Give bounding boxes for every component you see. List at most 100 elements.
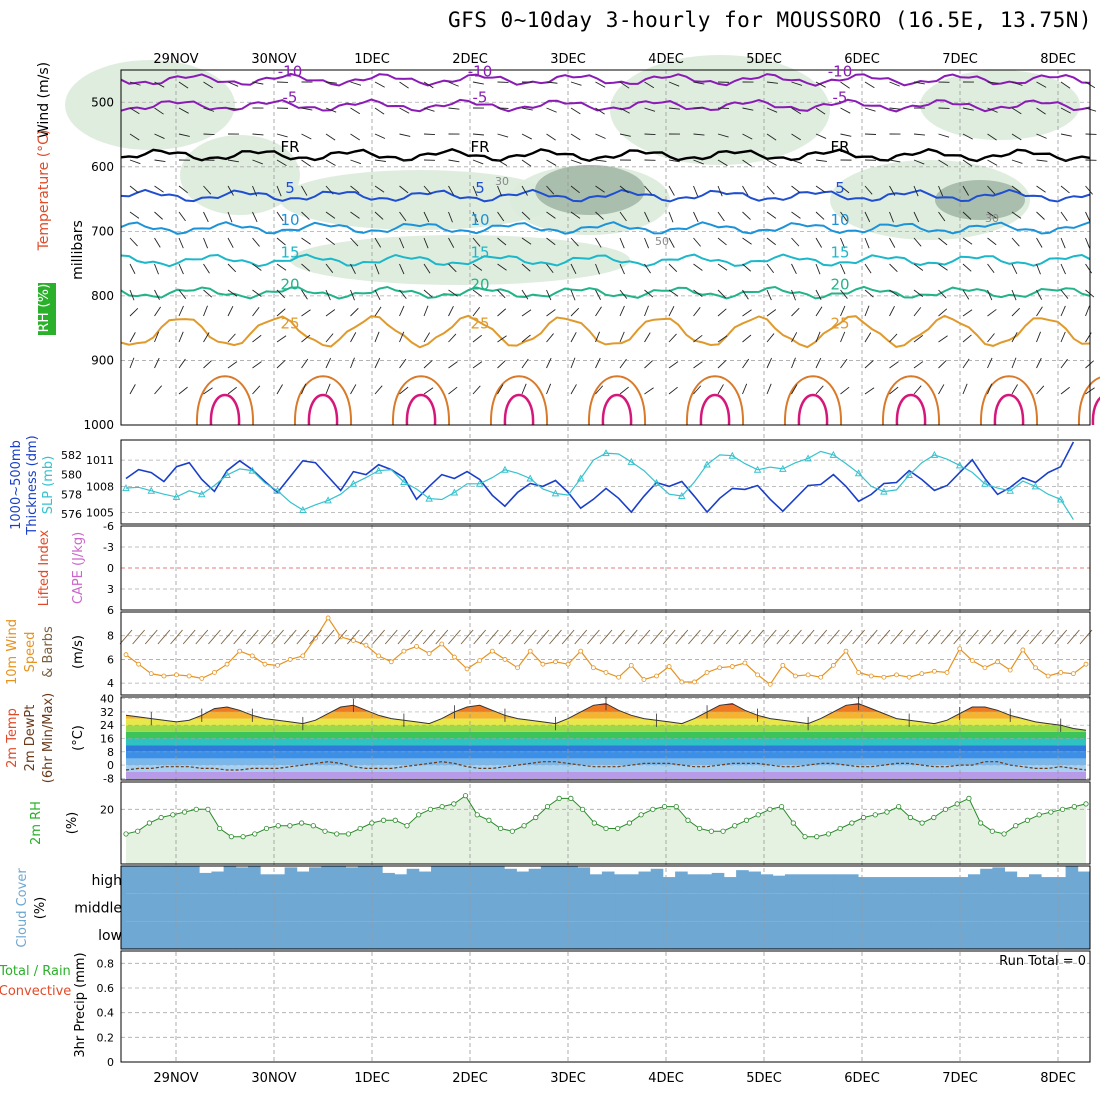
cloud-bar-low — [540, 921, 554, 949]
cloud-bar-low — [126, 921, 139, 949]
cloud-bar-low — [967, 921, 981, 949]
date-label-bottom: 2DEC — [452, 1071, 488, 1086]
upper-wind-barb — [497, 159, 508, 167]
upper-wind-barb — [350, 159, 362, 165]
upper-wind-barb — [815, 331, 821, 343]
surface-wind-barb — [650, 629, 663, 645]
wind-speed-point — [692, 679, 697, 685]
upper-wind-barb — [276, 384, 283, 395]
cloud-bar-high — [296, 871, 310, 894]
rh-point — [1036, 812, 1042, 818]
upper-wind-barb — [472, 237, 481, 247]
date-label-bottom: 29NOV — [153, 1071, 198, 1086]
upper-wind-barb — [301, 309, 311, 317]
upper-wind-barb — [521, 133, 532, 140]
cloud-bar-middle — [1016, 893, 1030, 922]
wind-speed-point — [805, 672, 811, 678]
upper-wind-barb — [399, 263, 405, 275]
isotherm-label: -10 — [468, 63, 493, 81]
upper-wind-barb — [448, 289, 458, 297]
cloud-bar-high — [455, 866, 469, 894]
upper-wind-barb — [325, 333, 334, 343]
wind-speed-point — [224, 661, 230, 667]
upper-wind-barb — [570, 263, 577, 275]
upper-wind-barb — [423, 185, 432, 195]
cloud-bar-middle — [333, 893, 347, 922]
cloud-bar-high — [1065, 866, 1079, 894]
cloud-bar-middle — [650, 893, 664, 922]
warm-cell-contour — [979, 375, 1039, 426]
upper-wind-barb — [276, 237, 286, 246]
panel-frame-temp — [120, 696, 1091, 781]
wind-speed-point — [932, 668, 937, 674]
rh-point — [978, 820, 984, 826]
upper-wind-barb — [987, 185, 996, 195]
cloud-bar-high — [162, 866, 176, 894]
rh-axis-label: (%) — [65, 812, 80, 835]
temp-tick-label: 8 — [107, 746, 114, 759]
rh-point — [849, 820, 855, 826]
upper-wind-barb — [619, 237, 625, 249]
cloud-bar-middle — [431, 893, 444, 922]
upper-wind-barb — [252, 385, 261, 395]
upper-wind-barb — [668, 81, 680, 87]
thickness-axis-label: SLP (mb) — [41, 456, 56, 515]
cape-tick-label: 3 — [107, 583, 114, 596]
upper-wind-barb — [619, 331, 625, 343]
upper-wind-barb — [595, 331, 601, 343]
isotherm-label: 15 — [470, 243, 489, 261]
upper-wind-barb — [350, 133, 361, 141]
rh-point — [1071, 803, 1077, 810]
upper-wind-barb — [987, 133, 997, 141]
upper-wind-barb — [742, 107, 754, 111]
slp-point — [450, 488, 459, 496]
cloud-bar-middle — [662, 893, 676, 922]
surface-wind-barb — [637, 629, 651, 645]
rh-point — [521, 823, 527, 829]
cape-axis-label: Lifted Index — [37, 529, 52, 606]
upper-wind-barb — [276, 211, 284, 222]
rh-point — [954, 801, 960, 807]
hot-cell-contour — [503, 393, 535, 426]
cloud-bar-middle — [626, 893, 639, 922]
cloud-bar-middle — [870, 893, 883, 922]
upper-wind-barb — [521, 159, 532, 167]
rh-point — [263, 825, 270, 832]
cloud-bar-low — [699, 921, 713, 949]
cloud-bar-low — [662, 921, 676, 949]
cloud-bar-high — [345, 867, 359, 894]
surface-wind-barb — [283, 629, 297, 645]
wind-speed-point — [161, 673, 167, 679]
upper-wind-barb — [1011, 133, 1022, 141]
upper-wind-barb — [154, 289, 160, 301]
upper-wind-barb — [154, 185, 164, 193]
cloud-bar-low — [589, 921, 603, 949]
upper-wind-barb — [178, 289, 187, 299]
upper-wind-barb — [595, 357, 601, 369]
slp-point — [198, 490, 206, 498]
upper-wind-barb — [913, 361, 924, 369]
surface-wind-barb — [561, 629, 575, 645]
upper-wind-barb — [301, 334, 311, 343]
rh-shading — [290, 235, 630, 285]
upper-wind-barb — [227, 361, 238, 369]
upper-wind-barb — [178, 305, 184, 317]
cape-axis-label: CAPE (J/kg) — [71, 532, 86, 604]
upper-wind-barb — [595, 237, 602, 248]
cloud-bar-middle — [723, 893, 737, 922]
cloud-bar-low — [528, 921, 542, 949]
cloud-bar-middle — [296, 893, 310, 922]
cloud-bar-low — [1016, 921, 1030, 949]
upper-wind-barb — [227, 185, 234, 196]
cloud-bar-low — [553, 921, 566, 949]
upper-wind-barb — [644, 237, 650, 249]
upper-wind-barb — [301, 383, 307, 395]
upper-wind-barb — [717, 133, 729, 138]
slp-point — [905, 471, 913, 478]
cloud-bar-high — [284, 867, 298, 894]
wind-speed-point — [717, 665, 723, 671]
panel-frame-rh — [120, 781, 1091, 865]
cloud-bar-high — [809, 874, 822, 894]
upper-wind-barb — [227, 159, 239, 163]
temp-axis-label: (6hr Min/Max) — [41, 693, 56, 783]
